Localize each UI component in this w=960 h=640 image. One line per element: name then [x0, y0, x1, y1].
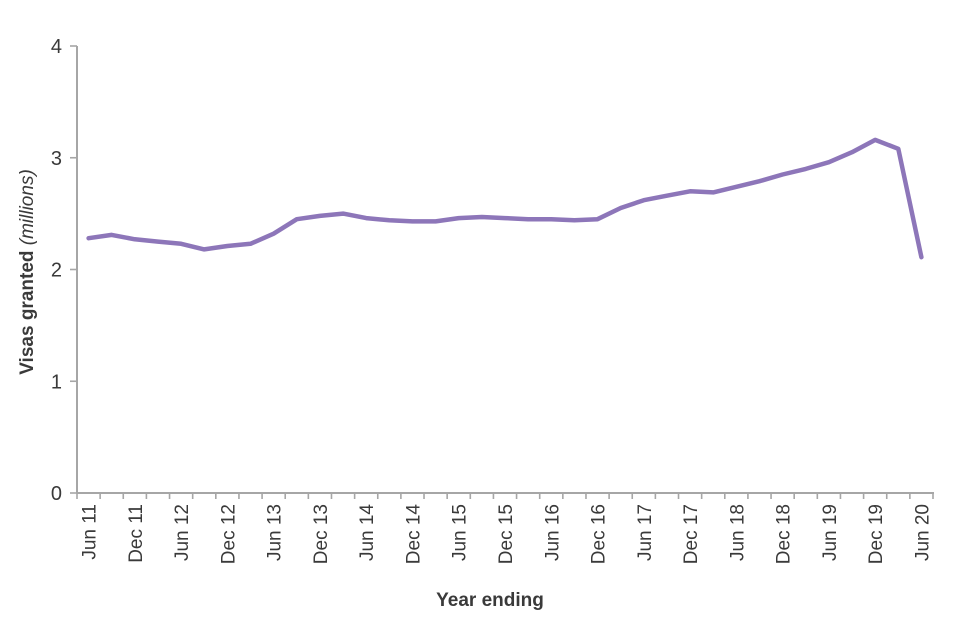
x-tick-label: Dec 17 [681, 504, 702, 564]
y-axis-title: Visas granted (millions) [17, 169, 39, 375]
x-tick-label: Jun 20 [912, 504, 933, 561]
x-tick-label: Dec 13 [311, 504, 332, 564]
x-tick-label: Jun 19 [820, 504, 841, 561]
x-tick-label: Jun 17 [635, 504, 656, 561]
x-tick-label: Dec 14 [403, 504, 424, 565]
x-axis-title: Year ending [436, 590, 544, 611]
x-tick-label: Dec 12 [218, 504, 239, 564]
y-axis-title-units: (millions) [17, 169, 38, 246]
x-tick-label: Jun 16 [542, 504, 563, 561]
x-tick-label: Jun 15 [450, 504, 471, 561]
y-tick-label: 2 [51, 260, 62, 282]
x-tick-label: Dec 11 [126, 504, 147, 563]
y-axis-title-main: Visas granted [17, 250, 38, 375]
x-tick-label: Dec 18 [774, 504, 795, 564]
y-tick-label: 3 [51, 148, 62, 170]
x-tick-label: Dec 19 [866, 504, 887, 564]
x-tick-label: Dec 15 [496, 504, 517, 564]
y-tick-label: 1 [51, 371, 62, 393]
x-tick-label: Jun 18 [727, 504, 748, 561]
x-tick-label: Jun 12 [172, 504, 193, 561]
visas-granted-series-line [86, 137, 924, 260]
x-tick-label: Jun 11 [80, 504, 101, 560]
x-tick-label: Dec 16 [589, 504, 610, 564]
y-tick-label: 4 [51, 36, 62, 58]
y-tick-label: 0 [51, 483, 62, 505]
x-tick-label: Jun 14 [357, 504, 378, 561]
x-tick-label: Jun 13 [265, 504, 286, 561]
